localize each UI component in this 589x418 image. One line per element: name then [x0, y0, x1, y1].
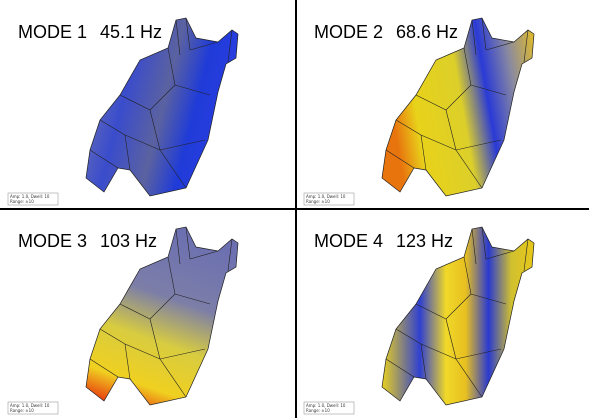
info-text: Range: ±10: [10, 199, 34, 204]
mode-shape: [382, 18, 534, 196]
mode-frequency: 68.6 Hz: [396, 22, 458, 42]
mode-shape: [86, 227, 238, 405]
info-text: Range: ±10: [306, 199, 330, 204]
mode-title: MODE 4: [314, 231, 383, 251]
figure: MODE 145.1 HzAmp: 1.0, Dwell: 10Range: ±…: [0, 0, 589, 418]
mode-frequency: 103 Hz: [100, 231, 157, 251]
mode-title: MODE 2: [314, 22, 383, 42]
info-text: Range: ±10: [306, 408, 330, 413]
mode-title: MODE 3: [18, 231, 87, 251]
info-text: Range: ±10: [10, 408, 34, 413]
mode-frequency: 45.1 Hz: [100, 22, 162, 42]
mode-grid: MODE 145.1 HzAmp: 1.0, Dwell: 10Range: ±…: [0, 0, 589, 418]
mode-frequency: 123 Hz: [396, 231, 453, 251]
mode-title: MODE 1: [18, 22, 87, 42]
mode-shape: [382, 227, 534, 405]
mode-shape: [86, 18, 238, 196]
